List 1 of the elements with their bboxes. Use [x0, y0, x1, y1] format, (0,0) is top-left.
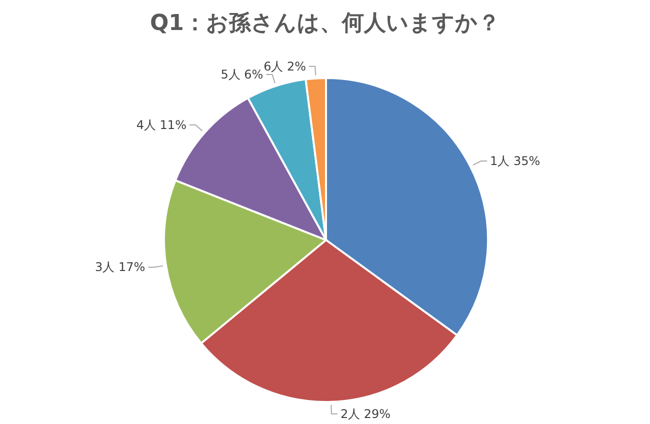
title: Q1：お孫さんは、何人いますか？ — [150, 11, 500, 36]
